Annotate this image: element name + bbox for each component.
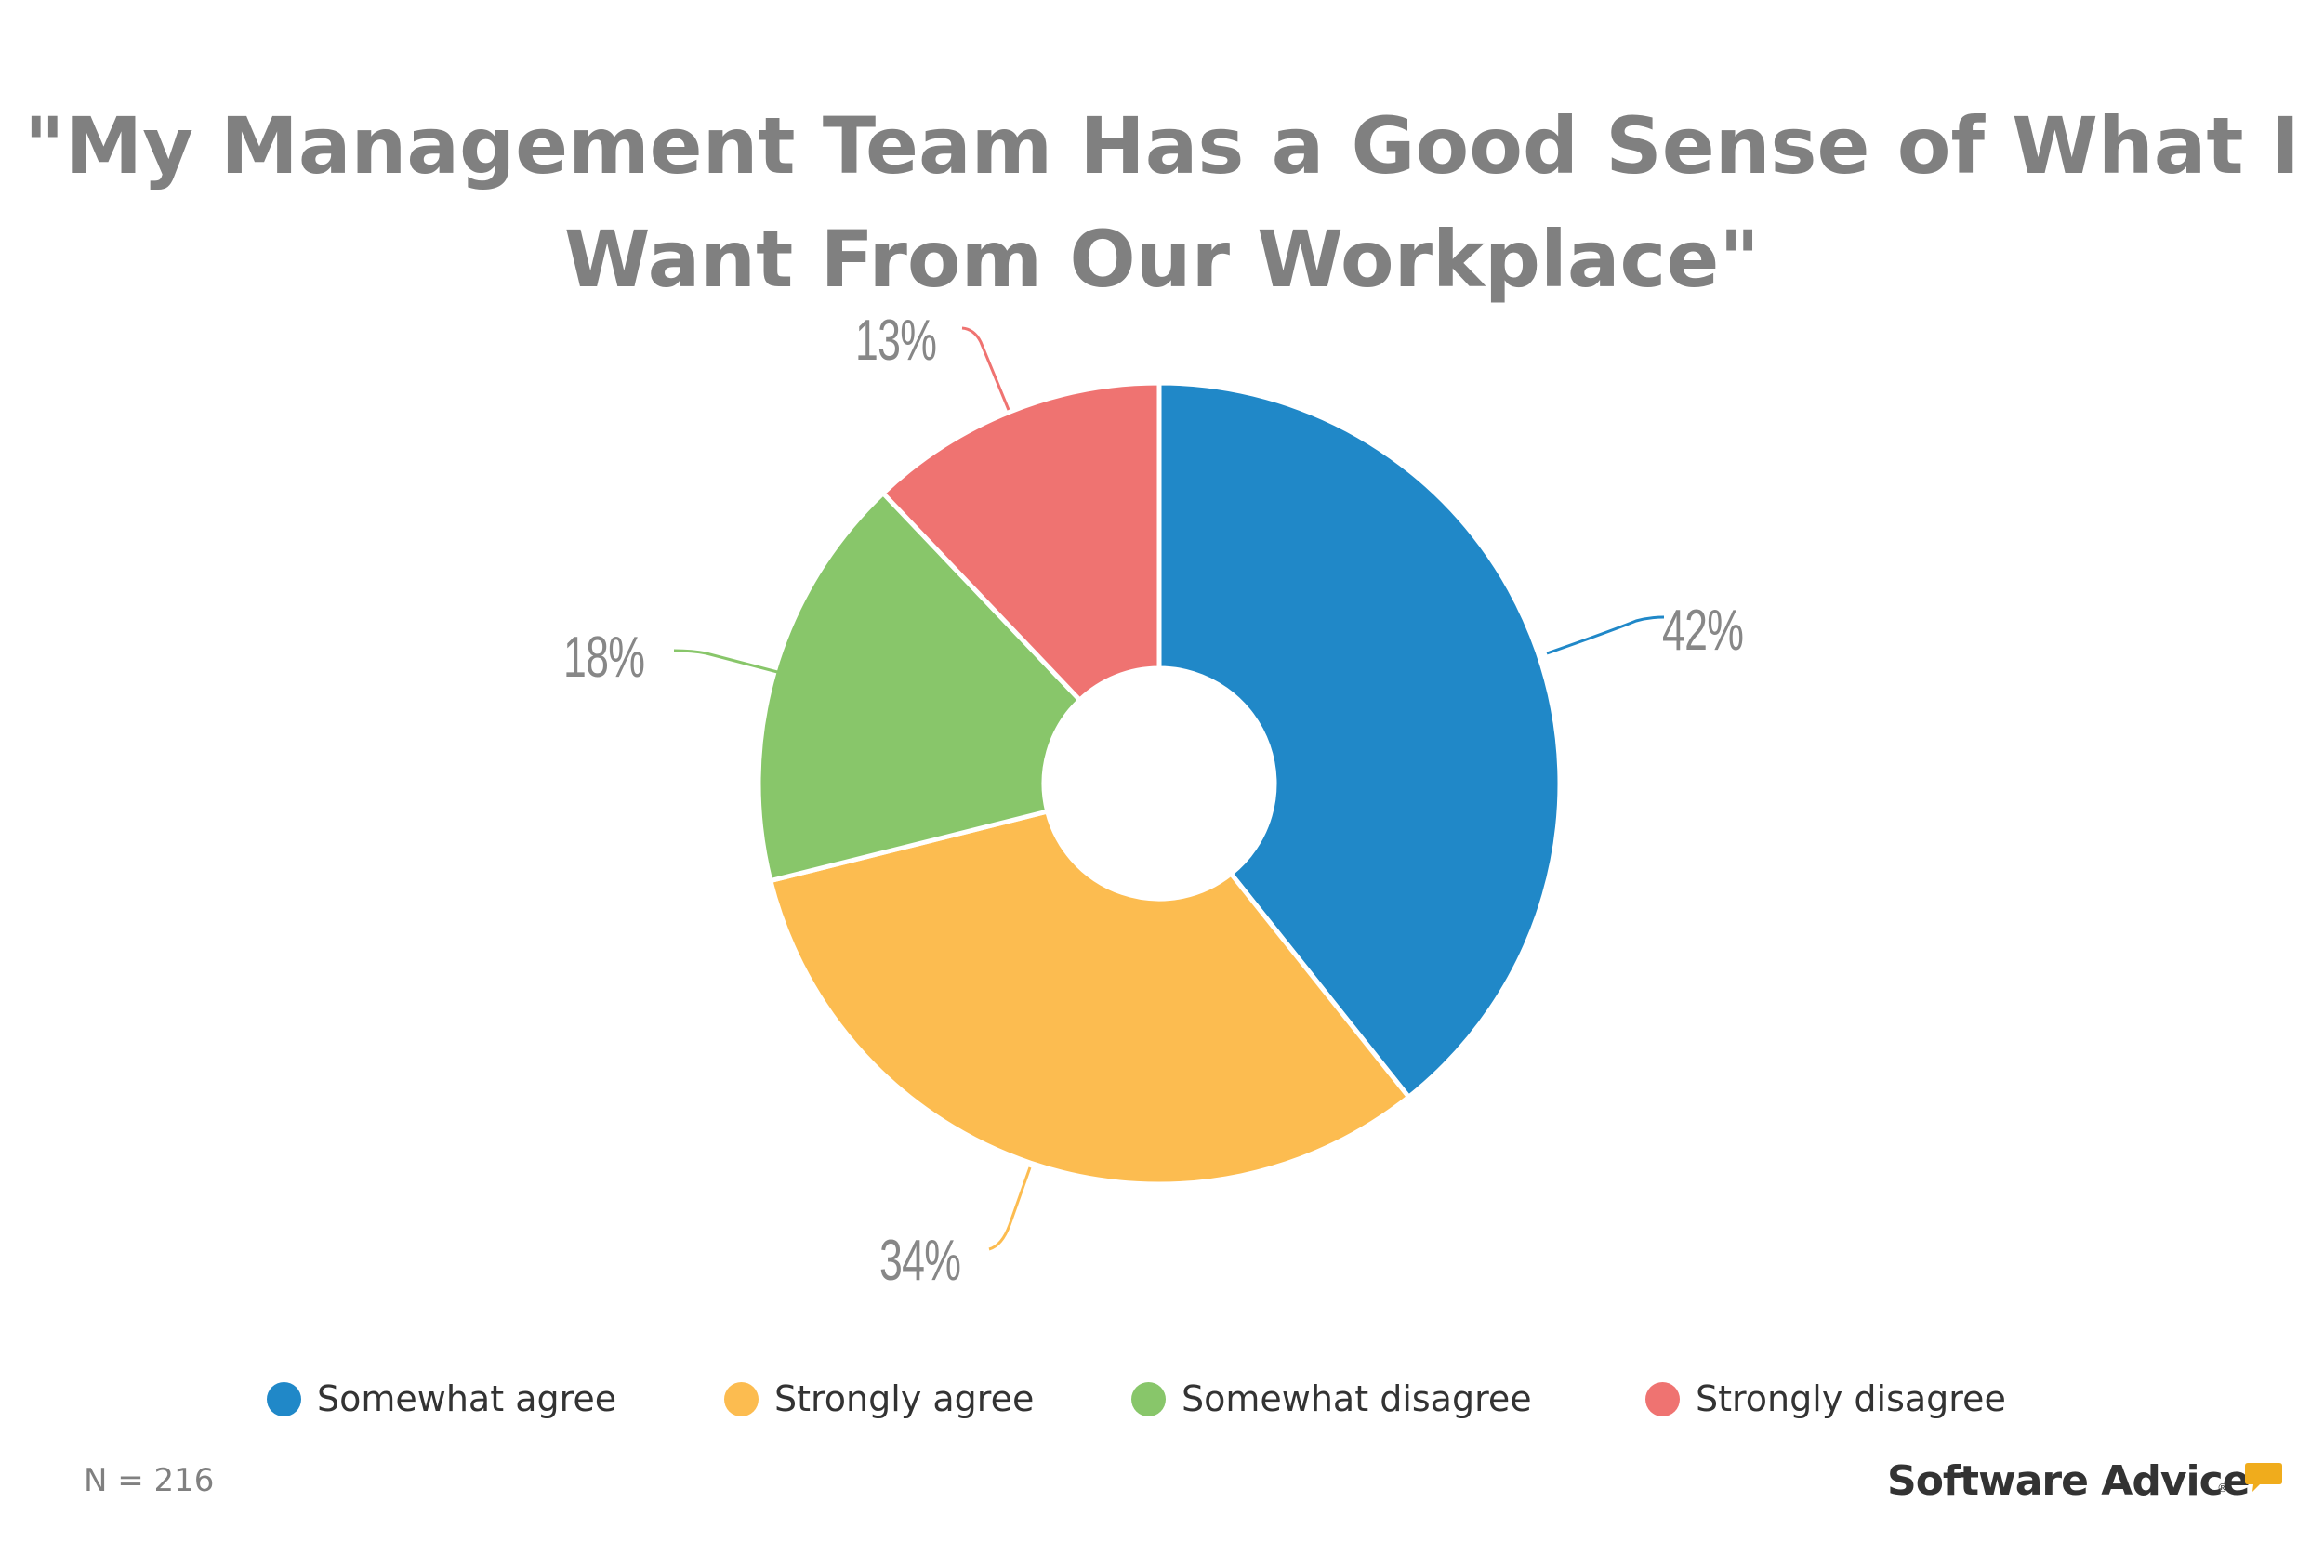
chart-title-line-1: "My Management Team Has a Good Sense of … (23, 100, 2301, 191)
donut-slice-strongly-agree[interactable] (768, 809, 1411, 1187)
donut-slice-somewhat-agree[interactable] (1156, 380, 1563, 1100)
legend-item-somewhat-agree[interactable]: Somewhat agree (267, 1376, 616, 1422)
legend-dot-icon (724, 1381, 759, 1416)
speech-bubble-icon (2245, 1463, 2282, 1492)
legend-dot-icon (1131, 1381, 1166, 1416)
leader-line (1546, 615, 1665, 655)
label-leader-lines (673, 326, 1665, 1251)
legend-label: Strongly agree (774, 1378, 1035, 1419)
chart-legend: Somewhat agree Strongly agree Somewhat d… (0, 1376, 2324, 1422)
leader-line (961, 326, 1010, 411)
donut-slices (756, 380, 1563, 1187)
legend-dot-icon (267, 1381, 301, 1416)
legend-item-somewhat-disagree[interactable]: Somewhat disagree (1131, 1376, 1532, 1422)
logo-wordmark: Software Advice (1887, 1457, 2251, 1505)
legend-label: Somewhat agree (317, 1378, 617, 1419)
leader-line (988, 1166, 1032, 1251)
registered-mark: ® (2217, 1482, 2228, 1495)
slice-label-somewhat-agree: 42% (1662, 599, 1744, 663)
chart-title: "My Management Team Has a Good Sense of … (0, 89, 2324, 316)
legend-item-strongly-disagree[interactable]: Strongly disagree (1645, 1376, 2006, 1422)
donut-slice-strongly-disagree[interactable] (880, 380, 1162, 703)
sample-size-note: N = 216 (84, 1462, 215, 1499)
legend-label: Strongly disagree (1696, 1378, 2006, 1419)
legend-item-strongly-agree[interactable]: Strongly agree (724, 1376, 1034, 1422)
legend-label: Somewhat disagree (1182, 1378, 1532, 1419)
chart-title-line-2: Want From Our Workplace" (563, 214, 1761, 305)
slice-label-strongly-agree: 34% (879, 1229, 961, 1293)
slice-label-strongly-disagree: 13% (855, 309, 937, 373)
donut-slice-somewhat-disagree[interactable] (756, 491, 1083, 884)
slice-label-somewhat-disagree: 18% (563, 626, 645, 690)
leader-line (673, 649, 786, 676)
legend-dot-icon (1645, 1381, 1680, 1416)
